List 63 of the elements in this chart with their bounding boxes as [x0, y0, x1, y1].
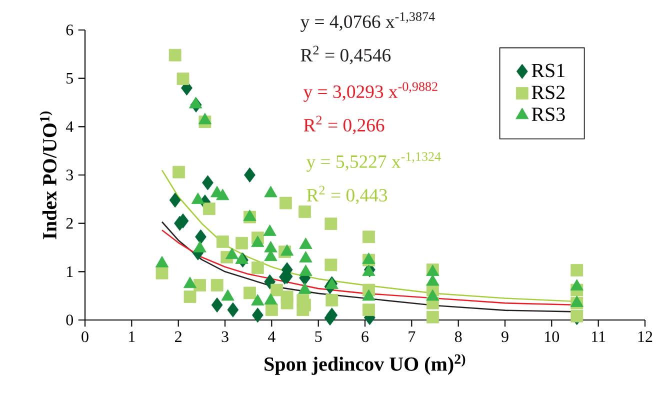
legend-label: RS3: [532, 108, 565, 122]
point: [172, 166, 186, 178]
annotation: R$^{2}$ = 0,4546: [300, 46, 391, 64]
point: [324, 218, 338, 230]
point: [426, 310, 439, 324]
point: [202, 202, 216, 216]
point: [216, 235, 229, 248]
x-tick-label: 5: [315, 331, 322, 342]
point: [244, 286, 256, 300]
point: [279, 196, 292, 210]
x-tick-label: 11: [592, 331, 606, 342]
annotation: y = 3,0293 x$^{-0,9882}$: [304, 82, 438, 102]
point: [156, 266, 168, 280]
point: [176, 72, 190, 86]
y-tick-label: 2: [66, 218, 73, 229]
point: [265, 304, 278, 316]
x-tick-label: 6: [362, 331, 369, 342]
y-tick-label: 3: [66, 170, 74, 180]
y-axis-title: Index PO/UO$^{1)}$: [40, 112, 56, 240]
x-tick-label: 1: [129, 331, 135, 342]
x-tick-label: 4: [268, 331, 276, 342]
point: [324, 258, 338, 272]
point: [251, 262, 264, 274]
y-tick-label: 4: [66, 121, 74, 132]
point: [362, 230, 375, 244]
point: [202, 175, 214, 190]
point: [194, 278, 206, 292]
annotation: R$^{2}$ = 0,266: [304, 116, 384, 134]
point: [570, 264, 584, 276]
point: [210, 278, 224, 292]
y-tick-label: 0: [66, 314, 74, 326]
x-tick-label: 3: [222, 331, 228, 342]
point: [184, 290, 196, 303]
point: [168, 48, 182, 62]
point: [280, 290, 294, 303]
point: [227, 302, 239, 318]
x-tick-label: 0: [82, 331, 88, 342]
legend-label: RS2: [532, 86, 565, 100]
point: [362, 304, 375, 316]
y-tick-label: 1: [67, 266, 73, 277]
annotation: y = 5,5227 x$^{-1,1324}$: [306, 152, 441, 172]
x-tick-label: 8: [454, 331, 462, 342]
x-tick-label: 9: [502, 331, 508, 342]
x-tick-label: 12: [638, 331, 652, 342]
point: [169, 192, 181, 208]
point: [324, 310, 336, 326]
y-tick-label: 5: [66, 73, 74, 84]
point: [211, 297, 223, 313]
x-tick-label: 10: [545, 331, 560, 342]
point: [244, 167, 256, 183]
annotation: y = 4,0766 x$^{-1,3874}$: [300, 12, 435, 32]
point: [326, 294, 338, 306]
x-tick-label: 7: [408, 331, 416, 342]
point: [236, 236, 248, 250]
point: [298, 206, 311, 218]
x-tick-label: 2: [175, 331, 182, 342]
y-tick-label: 6: [66, 24, 74, 36]
annotation: R$^{2}$ = 0,443: [306, 186, 388, 204]
x-axis-title: Spon jedincov UO (m)$^{2)}$: [264, 354, 466, 375]
legend-label: RS1: [532, 64, 564, 78]
point: [570, 310, 584, 322]
point: [252, 308, 264, 323]
point: [195, 229, 206, 244]
